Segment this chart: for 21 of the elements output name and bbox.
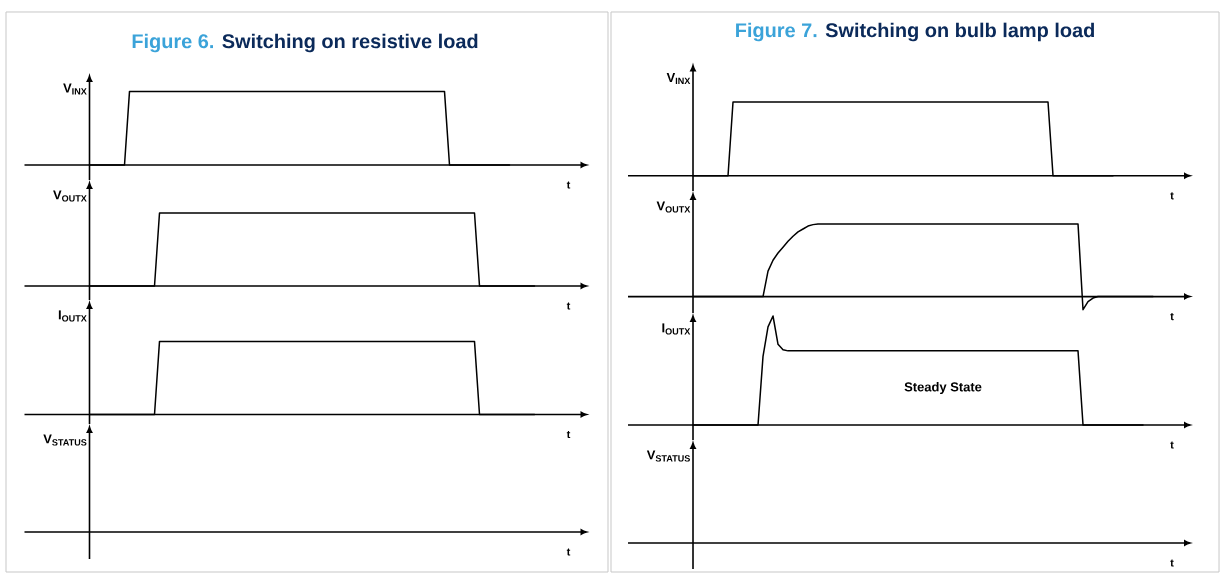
text: V$_{STATUS}$ bbox=[43, 434, 87, 446]
x-axis-title: t bbox=[566, 181, 571, 189]
text: t bbox=[1170, 559, 1174, 567]
x-axis-title: t bbox=[566, 430, 571, 439]
y-axis-title: V$_{INX}$ bbox=[63, 83, 87, 95]
y-axis-title: V$_{INX}$ bbox=[666, 72, 691, 85]
text: t bbox=[566, 548, 571, 556]
y-axis-title: V$_{OUTX}$ bbox=[53, 190, 87, 202]
y-axis-title: I$_{OUTX}$ bbox=[58, 310, 87, 322]
caption: Figure 7. bbox=[736, 22, 817, 42]
y-axis-title: V$_{OUTX}$ bbox=[656, 201, 691, 213]
caption: Figure 6. bbox=[132, 33, 213, 53]
x-axis-title: t bbox=[566, 302, 571, 310]
x-axis-title: t bbox=[1170, 312, 1174, 321]
y-axis-title: I$_{OUTX}$ bbox=[662, 323, 691, 335]
annotation: Steady State bbox=[904, 381, 982, 395]
x-axis-title: t bbox=[1170, 441, 1174, 449]
chart-title: Switching on bulb lamp load bbox=[825, 22, 1094, 42]
text: V$_{STATUS}$ bbox=[646, 450, 690, 462]
chart-title: Switching on resistive load bbox=[222, 33, 478, 53]
x-axis-title: t bbox=[1170, 192, 1174, 200]
